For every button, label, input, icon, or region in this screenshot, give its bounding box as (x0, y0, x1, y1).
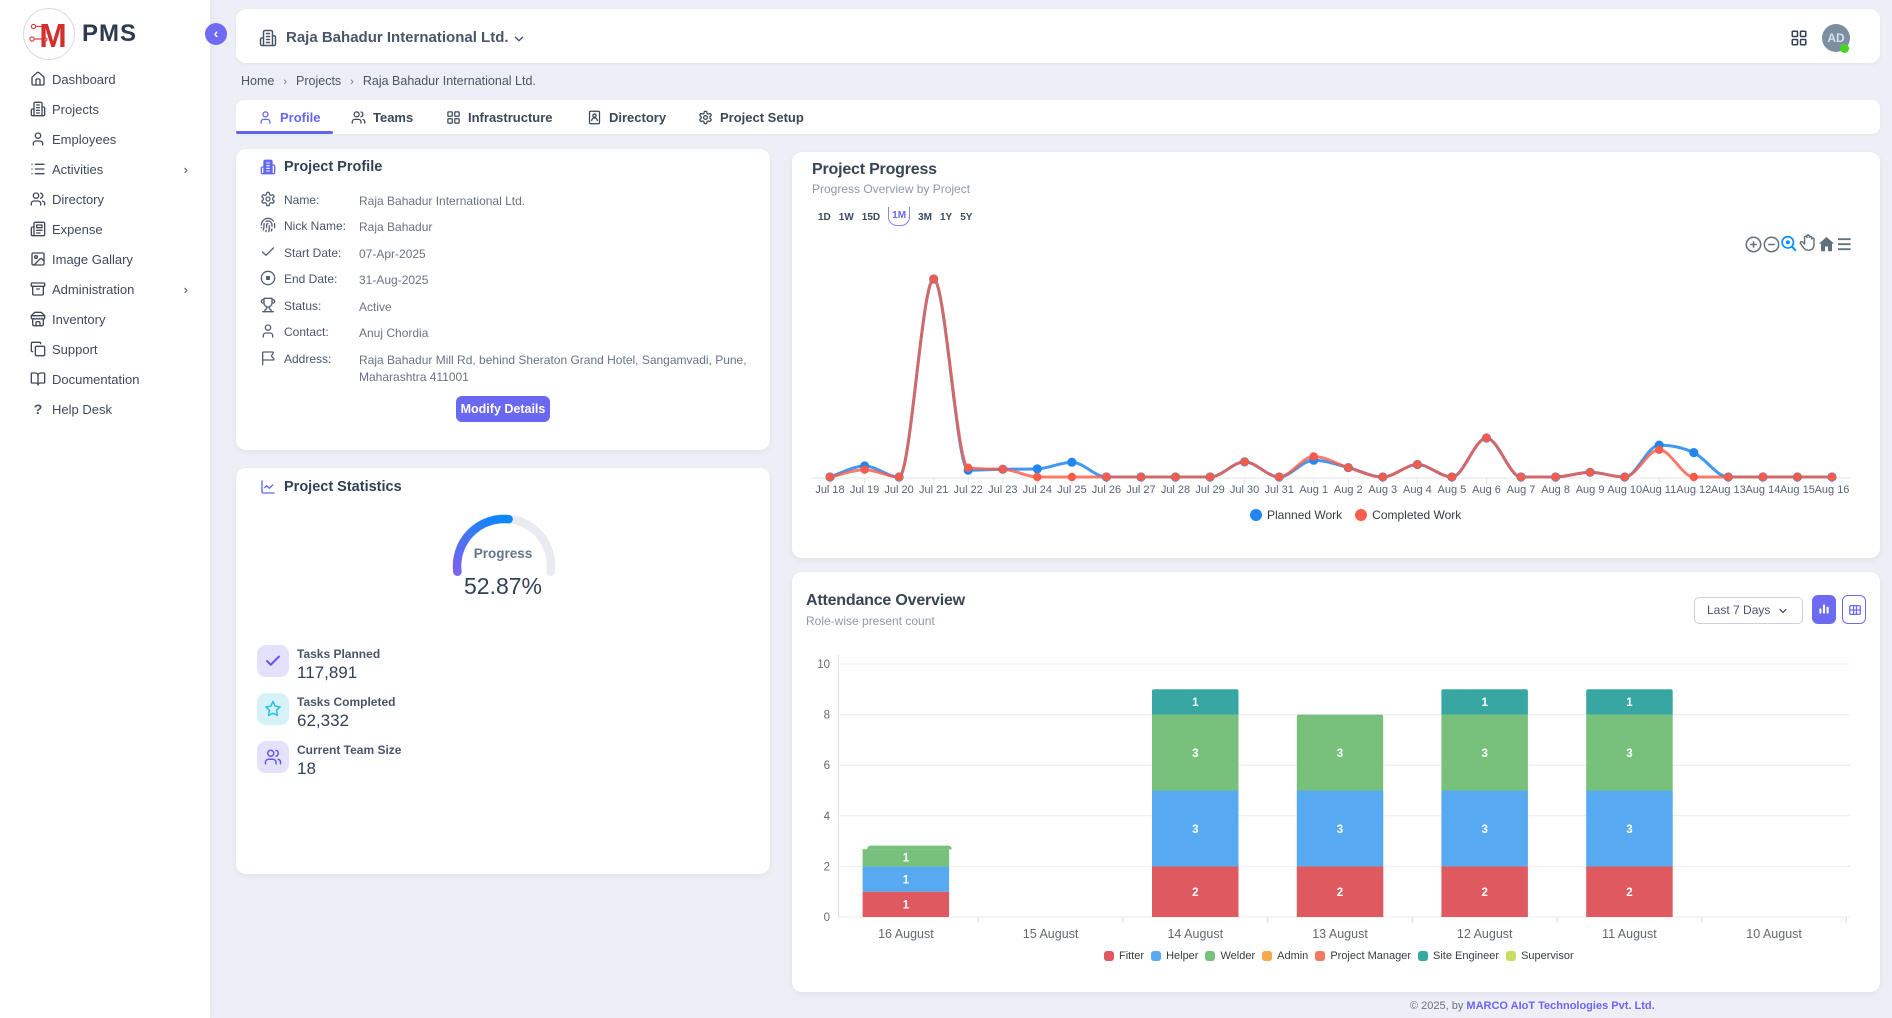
svg-text:Aug 3: Aug 3 (1368, 484, 1397, 496)
svg-text:3: 3 (1337, 748, 1343, 760)
svg-text:Jul 27: Jul 27 (1126, 484, 1155, 496)
svg-text:2: 2 (1481, 887, 1487, 899)
svg-text:3: 3 (1626, 748, 1632, 760)
svg-text:Aug 15: Aug 15 (1780, 484, 1815, 496)
svg-text:10: 10 (817, 659, 830, 671)
svg-text:12 August: 12 August (1457, 927, 1513, 941)
svg-text:Aug 5: Aug 5 (1438, 484, 1467, 496)
svg-text:Aug 2: Aug 2 (1334, 484, 1363, 496)
svg-text:Jul 30: Jul 30 (1230, 484, 1259, 496)
svg-text:15 August: 15 August (1023, 927, 1079, 941)
svg-text:Jul 21: Jul 21 (919, 484, 948, 496)
svg-text:1: 1 (903, 874, 910, 886)
svg-text:Jul 24: Jul 24 (1023, 484, 1052, 496)
svg-text:2: 2 (1626, 887, 1632, 899)
svg-text:Aug 16: Aug 16 (1815, 484, 1850, 496)
svg-text:1: 1 (1481, 697, 1488, 709)
svg-text:6: 6 (824, 760, 830, 772)
svg-text:Jul 20: Jul 20 (884, 484, 913, 496)
svg-text:Jul 23: Jul 23 (988, 484, 1017, 496)
svg-text:Aug 13: Aug 13 (1711, 484, 1746, 496)
svg-text:Aug 6: Aug 6 (1472, 484, 1501, 496)
svg-text:2: 2 (824, 861, 830, 873)
svg-text:3: 3 (1192, 824, 1198, 836)
svg-text:Jul 19: Jul 19 (850, 484, 879, 496)
svg-text:11 August: 11 August (1602, 927, 1657, 941)
svg-text:Jul 18: Jul 18 (815, 484, 844, 496)
svg-text:Aug 14: Aug 14 (1745, 484, 1780, 496)
svg-text:Jul 26: Jul 26 (1092, 484, 1121, 496)
svg-text:Aug 10: Aug 10 (1607, 484, 1642, 496)
svg-text:3: 3 (1626, 824, 1632, 836)
svg-text:3: 3 (1481, 824, 1487, 836)
svg-text:Aug 12: Aug 12 (1676, 484, 1711, 496)
svg-text:2: 2 (1337, 887, 1343, 899)
svg-text:1: 1 (903, 900, 910, 912)
svg-text:Jul 28: Jul 28 (1161, 484, 1190, 496)
svg-text:Aug 7: Aug 7 (1507, 484, 1536, 496)
svg-text:1: 1 (1626, 697, 1633, 709)
svg-text:Jul 29: Jul 29 (1195, 484, 1224, 496)
svg-text:Aug 11: Aug 11 (1642, 484, 1676, 496)
svg-text:8: 8 (824, 710, 830, 722)
svg-text:Aug 9: Aug 9 (1576, 484, 1605, 496)
svg-text:Aug 8: Aug 8 (1541, 484, 1570, 496)
svg-text:1: 1 (903, 853, 910, 865)
svg-text:Jul 31: Jul 31 (1265, 484, 1294, 496)
svg-text:4: 4 (824, 811, 831, 823)
svg-text:Jul 22: Jul 22 (954, 484, 983, 496)
svg-text:3: 3 (1192, 748, 1198, 760)
svg-text:16 August: 16 August (878, 927, 934, 941)
svg-text:3: 3 (1481, 748, 1487, 760)
svg-text:1: 1 (1192, 697, 1199, 709)
svg-text:Aug 4: Aug 4 (1403, 484, 1432, 496)
svg-text:3: 3 (1337, 824, 1343, 836)
svg-text:M: M (39, 17, 67, 54)
svg-text:10 August: 10 August (1746, 927, 1802, 941)
svg-text:13 August: 13 August (1312, 927, 1368, 941)
svg-text:Aug 1: Aug 1 (1299, 484, 1328, 496)
svg-text:14 August: 14 August (1167, 927, 1223, 941)
svg-text:Jul 25: Jul 25 (1057, 484, 1086, 496)
svg-text:0: 0 (824, 912, 830, 924)
svg-text:2: 2 (1192, 887, 1198, 899)
